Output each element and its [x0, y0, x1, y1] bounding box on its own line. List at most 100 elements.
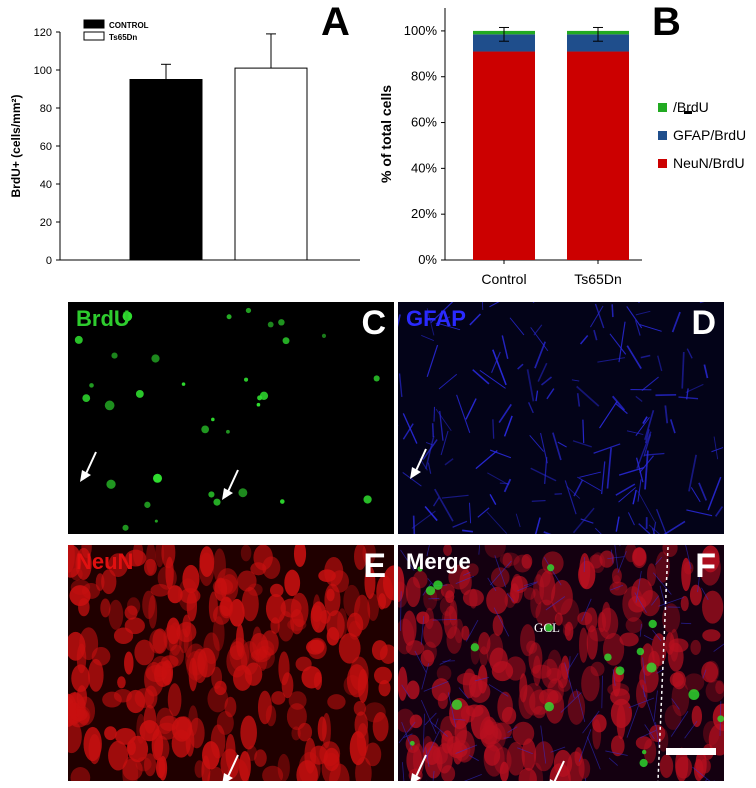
gfap-process — [671, 311, 681, 333]
neun-cell — [460, 705, 476, 723]
neun-cell — [161, 655, 179, 669]
legend-label: NeuN/BrdU — [673, 155, 745, 171]
gfap-process — [655, 722, 660, 748]
neun-cell — [88, 733, 101, 765]
gfap-process — [703, 364, 709, 379]
neun-cell — [680, 595, 689, 612]
neun-cell — [505, 656, 526, 681]
gfap-process — [594, 303, 605, 329]
neun-cell — [479, 716, 499, 749]
brdu-cell — [153, 473, 163, 483]
gfap-process — [653, 572, 672, 595]
gfap-process — [582, 710, 600, 734]
neun-cell — [484, 545, 506, 559]
brdu-cell — [636, 647, 645, 656]
brdu-cell — [208, 491, 215, 498]
micrograph-merge: Merge F GCL — [398, 545, 724, 781]
gfap-process — [686, 348, 693, 359]
gfap-process — [619, 545, 621, 547]
neun-cell — [665, 632, 675, 655]
neun-cell — [406, 680, 420, 700]
y-tick-label: 40% — [411, 160, 437, 175]
gfap-process — [686, 509, 713, 517]
neun-cell — [284, 569, 301, 597]
gfap-process — [498, 403, 512, 423]
micrograph-brdu: BrdU C — [68, 302, 394, 534]
gfap-process — [487, 472, 509, 486]
brdu-cell — [135, 390, 144, 398]
legend-swatch — [658, 103, 667, 112]
neun-cell — [669, 672, 685, 688]
gfap-process — [529, 435, 545, 452]
neun-cell — [176, 621, 197, 643]
gfap-process — [612, 669, 616, 687]
neun-cell — [364, 742, 382, 767]
neun-cell — [240, 715, 257, 750]
gfap-process — [626, 705, 640, 738]
neun-cell — [701, 661, 719, 683]
neun-cell — [135, 756, 152, 772]
gfap-process — [635, 457, 644, 483]
neun-cell — [690, 639, 701, 656]
gfap-process — [642, 657, 646, 684]
neun-cell — [635, 736, 652, 750]
gfap-process — [656, 668, 665, 674]
neun-cell — [705, 679, 724, 703]
gfap-process — [582, 419, 585, 443]
neun-cell — [521, 738, 537, 771]
gfap-process — [458, 687, 469, 700]
neun-cell — [510, 575, 528, 594]
gfap-process — [639, 324, 662, 332]
y-tick-label: 100% — [404, 23, 438, 38]
gfap-process — [543, 557, 562, 586]
neun-cell — [398, 581, 409, 608]
neun-cell — [551, 579, 573, 615]
brdu-cell — [144, 501, 151, 508]
neun-cell — [207, 685, 229, 713]
neun-cell — [574, 747, 583, 767]
neun-cell — [113, 688, 133, 703]
neun-cell — [207, 766, 226, 781]
gfap-process — [441, 494, 469, 499]
neun-cell — [462, 589, 484, 607]
gfap-process — [507, 726, 518, 733]
gfap-process — [469, 754, 479, 762]
neun-cell — [126, 597, 141, 616]
gfap-process — [581, 598, 592, 622]
neun-cell — [148, 595, 158, 629]
legend-label: GFAP/BrdU — [673, 127, 746, 143]
neun-cell — [367, 593, 380, 622]
neun-cell — [124, 651, 134, 675]
gfap-process — [402, 471, 422, 487]
gfap-process — [678, 396, 699, 400]
neun-cell — [373, 666, 392, 685]
neun-cell — [208, 591, 218, 623]
neun-cell — [354, 711, 369, 739]
gfap-process — [707, 476, 722, 511]
neun-cell — [662, 603, 681, 634]
neun-cell — [214, 680, 227, 696]
gfap-process — [420, 699, 437, 734]
x-tick-label: Ts65Dn — [574, 271, 621, 287]
neun-cell — [306, 639, 325, 655]
gfap-process — [402, 762, 405, 781]
gfap-process — [515, 513, 521, 528]
gfap-process — [642, 684, 646, 698]
neun-cell — [155, 757, 166, 779]
gfap-process — [681, 351, 685, 389]
gfap-process — [422, 713, 425, 753]
gfap-process — [517, 747, 533, 755]
neun-cell — [443, 545, 453, 556]
neun-cell — [599, 550, 615, 568]
neun-cell — [324, 557, 344, 587]
gfap-process — [663, 520, 686, 534]
brdu-cell — [111, 352, 118, 359]
neun-cell — [702, 590, 724, 624]
gfap-process — [455, 744, 478, 754]
arrow-icon — [222, 754, 239, 781]
neun-cell — [237, 570, 257, 592]
gfap-process — [644, 724, 655, 740]
gfap-process — [617, 551, 627, 573]
neun-cell — [166, 617, 181, 645]
brdu-cell — [82, 394, 91, 403]
